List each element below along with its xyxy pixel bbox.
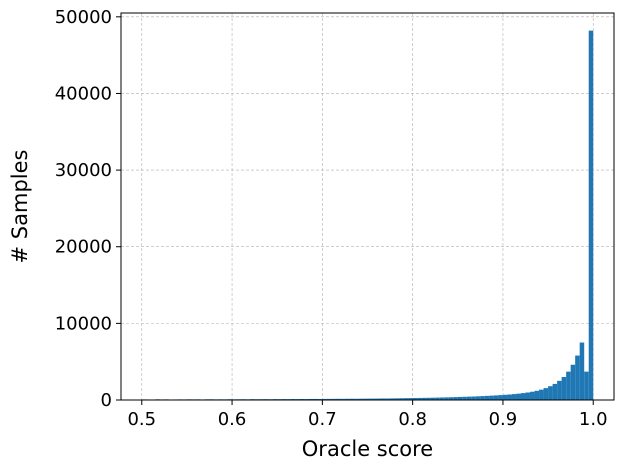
histogram-bar [390, 398, 395, 400]
histogram-bar [381, 398, 386, 400]
y-tick-label: 20000 [55, 237, 112, 258]
histogram-bar [399, 398, 404, 400]
histogram-bar [331, 398, 336, 400]
histogram-bar [412, 398, 418, 400]
histogram-bar [448, 397, 454, 400]
y-axis-label: # Samples [8, 150, 32, 264]
histogram-bar [340, 398, 345, 400]
histogram-bar [313, 398, 318, 400]
x-tick-label: 0.7 [308, 409, 337, 430]
histogram-bar [444, 397, 449, 400]
x-tick-label: 1.0 [579, 409, 608, 430]
histogram-bar [516, 393, 521, 400]
y-tick-label: 10000 [55, 313, 112, 334]
y-tick-label: 0 [101, 390, 112, 411]
histogram-bar [439, 397, 445, 400]
histogram-bar [335, 398, 341, 400]
histogram-bar [525, 392, 531, 400]
histogram-bar [408, 398, 413, 400]
x-axis-label: Oracle score [302, 437, 433, 461]
y-tick-label: 40000 [55, 83, 112, 104]
histogram-bar [453, 397, 458, 400]
histogram-bar [462, 396, 467, 400]
y-tick-label: 30000 [55, 160, 112, 181]
histogram-bar [471, 396, 476, 400]
histogram-bar [584, 371, 589, 400]
histogram-bar [493, 395, 499, 400]
histogram-bar [579, 342, 585, 400]
histogram-bar [430, 397, 436, 400]
histogram-bar [557, 380, 562, 400]
histogram-bar [507, 394, 512, 400]
histogram-bar [575, 355, 580, 400]
histogram-bar [561, 377, 567, 400]
histogram-bar [367, 398, 373, 400]
plot-frame [120, 12, 615, 401]
histogram-bar [475, 396, 481, 400]
histogram-bar [372, 398, 377, 400]
histogram-bar [385, 398, 391, 400]
histogram-bar [552, 383, 558, 400]
x-axis-ticks: 0.5 0.6 0.7 0.8 0.9 1.0 [127, 400, 608, 430]
x-tick-label: 0.9 [489, 409, 518, 430]
histogram-bar [502, 394, 508, 400]
histogram-bar [322, 398, 327, 400]
x-tick-label: 0.5 [127, 409, 156, 430]
histogram-bar [530, 391, 535, 400]
histogram-bar [498, 395, 503, 400]
histogram-bar [466, 396, 472, 400]
histogram-bar [489, 395, 494, 400]
histogram-bar [457, 396, 463, 400]
histogram-bar [326, 398, 332, 400]
histogram-bar [353, 398, 359, 400]
histogram-bar [394, 398, 400, 400]
histogram-bar [588, 30, 594, 401]
y-tick-label: 50000 [55, 7, 112, 28]
histogram-bar [511, 394, 517, 400]
histogram-bar [570, 364, 576, 400]
histogram-bar [480, 396, 485, 400]
y-axis-ticks: 0 10000 20000 30000 40000 50000 [55, 7, 121, 411]
histogram-bar [543, 388, 549, 400]
histogram-bar [534, 390, 540, 400]
histogram-bar [344, 398, 350, 400]
histogram-bar [520, 393, 526, 400]
histogram-bar [539, 389, 544, 400]
histogram-bar [566, 371, 571, 400]
histogram-bar [358, 398, 363, 400]
histogram-bar [548, 386, 553, 400]
histogram-bar [362, 398, 368, 400]
histogram-bar [376, 398, 382, 400]
histogram-bar [421, 397, 427, 400]
x-tick-label: 0.8 [398, 409, 427, 430]
histogram-bar [484, 395, 490, 400]
histogram-bar [349, 398, 354, 400]
histogram-bar [426, 397, 431, 400]
histogram-bar [403, 398, 409, 400]
histogram-bar [308, 398, 314, 400]
histogram-bar [417, 397, 422, 400]
histogram-bar [435, 397, 440, 400]
x-tick-label: 0.6 [218, 409, 247, 430]
